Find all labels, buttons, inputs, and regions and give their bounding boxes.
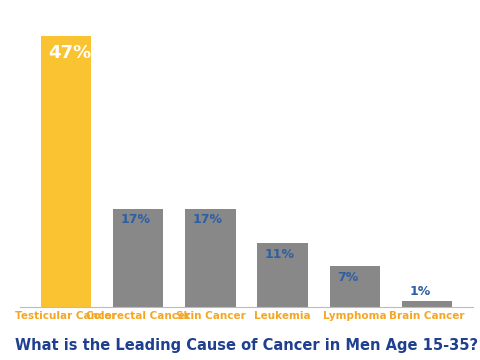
Bar — [185, 208, 236, 306]
Bar — [257, 243, 308, 306]
Bar — [41, 36, 91, 306]
Text: 1%: 1% — [409, 285, 431, 298]
Bar — [330, 266, 380, 306]
Bar — [402, 301, 452, 306]
Bar — [113, 208, 163, 306]
Text: 47%: 47% — [48, 44, 91, 62]
Text: 11%: 11% — [265, 248, 295, 261]
X-axis label: What is the Leading Cause of Cancer in Men Age 15-35?: What is the Leading Cause of Cancer in M… — [15, 338, 478, 353]
Text: 7%: 7% — [337, 271, 359, 284]
Text: 17%: 17% — [192, 213, 223, 226]
Text: 17%: 17% — [120, 213, 150, 226]
